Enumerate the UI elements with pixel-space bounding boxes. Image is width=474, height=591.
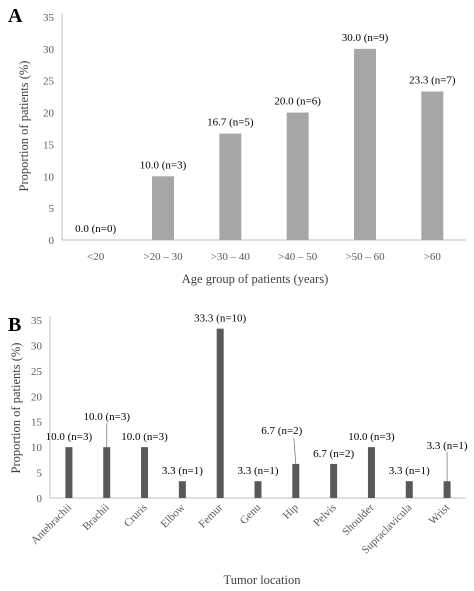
chart-a-x-tick-label: >60 <box>424 251 442 263</box>
chart-b-bar-shoulder <box>367 447 375 498</box>
chart-a-data-label: 23.3 (n=7) <box>409 75 456 87</box>
chart-b-x-tick-label: Shoulder <box>340 501 377 538</box>
chart-b-bar-wrist <box>443 481 451 498</box>
chart-b-x-tick-label: Antebrachii <box>29 502 74 547</box>
chart-b-x-tick-label: Cruris <box>122 502 150 530</box>
chart-b-data-label: 33.3 (n=10) <box>194 313 246 325</box>
chart-b-data-label: 3.3 (n=1) <box>427 440 468 452</box>
chart-b-x-axis-title: Tumor location <box>224 573 302 587</box>
chart-a-y-tick-label: 35 <box>43 12 55 24</box>
chart-a-data-label: 10.0 (n=3) <box>140 159 187 171</box>
chart-b-data-label: 3.3 (n=1) <box>237 465 278 477</box>
chart-b-y-tick-label: 15 <box>31 417 43 429</box>
chart-a-data-label: 16.7 (n=5) <box>207 117 254 129</box>
chart-a-y-axis-title: Proportion of patients (%) <box>17 61 31 192</box>
chart-a-x-tick-label: >20 – 30 <box>143 251 183 263</box>
chart-a-x-axis-title: Age group of patients (years) <box>182 272 328 286</box>
chart-b-data-label: 3.3 (n=1) <box>162 465 203 477</box>
chart-a-bar-60 <box>421 91 444 240</box>
chart-b-data-label: 10.0 (n=3) <box>46 431 93 443</box>
chart-b-data-label: 6.7 (n=2) <box>261 425 302 437</box>
chart-a-data-label: 30.0 (n=9) <box>342 32 389 44</box>
chart-b-data-label: 6.7 (n=2) <box>313 448 354 460</box>
chart-b-y-tick-label: 20 <box>31 391 43 403</box>
panel-a-label: A <box>8 5 23 27</box>
chart-b-x-tick-label: Brachii <box>80 502 111 533</box>
chart-b-bar-elbow <box>178 481 186 498</box>
chart-b-y-tick-label: 35 <box>31 315 43 327</box>
chart-b-x-tick-label: Femur <box>196 501 225 530</box>
chart-b-bar-cruris <box>141 447 149 498</box>
chart-a-bar-30-40 <box>219 133 242 240</box>
chart-a-y-tick-label: 20 <box>43 108 55 120</box>
chart-a-bar-50-60 <box>354 48 376 240</box>
chart-b-x-tick-label: Wrist <box>427 502 452 527</box>
chart-b-y-axis-title: Proportion of patients (%) <box>9 343 23 474</box>
chart-a-data-label: 0.0 (n=0) <box>75 223 116 235</box>
chart-b-bar-pelvis <box>330 463 338 498</box>
chart-b-bar-hip <box>292 463 300 498</box>
chart-b-x-tick-label: Genu <box>238 501 264 527</box>
chart-a-y-tick-label: 10 <box>43 171 55 183</box>
chart-b-x-tick-label: Pelvis <box>311 502 339 530</box>
chart-b-bar-supraclavicula <box>405 481 413 498</box>
chart-b-data-label-leader <box>293 437 297 464</box>
chart-b-bar-genu <box>254 481 262 498</box>
chart-a-y-tick-label: 15 <box>43 139 55 151</box>
panel-b-label: B <box>8 314 21 336</box>
chart-a-x-tick-label: >30 – 40 <box>211 251 251 263</box>
chart-b-y-tick-label: 30 <box>31 340 43 352</box>
chart-a-bar-20-30 <box>152 176 174 240</box>
chart-a-x-tick-label: >40 – 50 <box>278 251 318 263</box>
chart-a-data-label: 20.0 (n=6) <box>274 96 321 108</box>
chart-b-x-tick-label: Hip <box>281 501 302 522</box>
chart-b-data-label: 10.0 (n=3) <box>83 411 130 423</box>
chart-b-y-tick-label: 5 <box>37 468 43 480</box>
chart-a-y-tick-label: 25 <box>43 76 55 88</box>
chart-b-y-tick-label: 0 <box>37 493 43 505</box>
chart-b-y-tick-label: 10 <box>31 442 43 454</box>
chart-b-tumor-location: 0 5 10 15 20 25 30 35 Antebrachii 10.0 (n=3) Brach… <box>29 313 468 557</box>
chart-a-x-tick-label: <20 <box>87 251 105 263</box>
chart-b-bar-femur <box>216 328 224 498</box>
chart-a-x-tick-label: >50 – 60 <box>345 251 385 263</box>
chart-a-bar-40-50 <box>286 112 309 240</box>
chart-a-age-group: 0 5 10 15 20 25 30 35 <20 0.0 (n=0) >20 – 30 10.0 (… <box>43 12 466 263</box>
chart-b-data-label: 10.0 (n=3) <box>348 431 395 443</box>
chart-b-bar-brachii <box>103 447 111 498</box>
chart-b-data-label: 3.3 (n=1) <box>389 465 430 477</box>
chart-b-bar-antebrachii <box>65 447 73 498</box>
chart-b-data-label: 10.0 (n=3) <box>121 431 168 443</box>
chart-a-y-tick-label: 30 <box>43 44 55 56</box>
chart-b-x-tick-label: Elbow <box>159 502 188 531</box>
chart-a-y-tick-label: 5 <box>49 203 55 215</box>
chart-a-y-tick-label: 0 <box>49 235 55 247</box>
chart-b-y-tick-label: 25 <box>31 366 43 378</box>
